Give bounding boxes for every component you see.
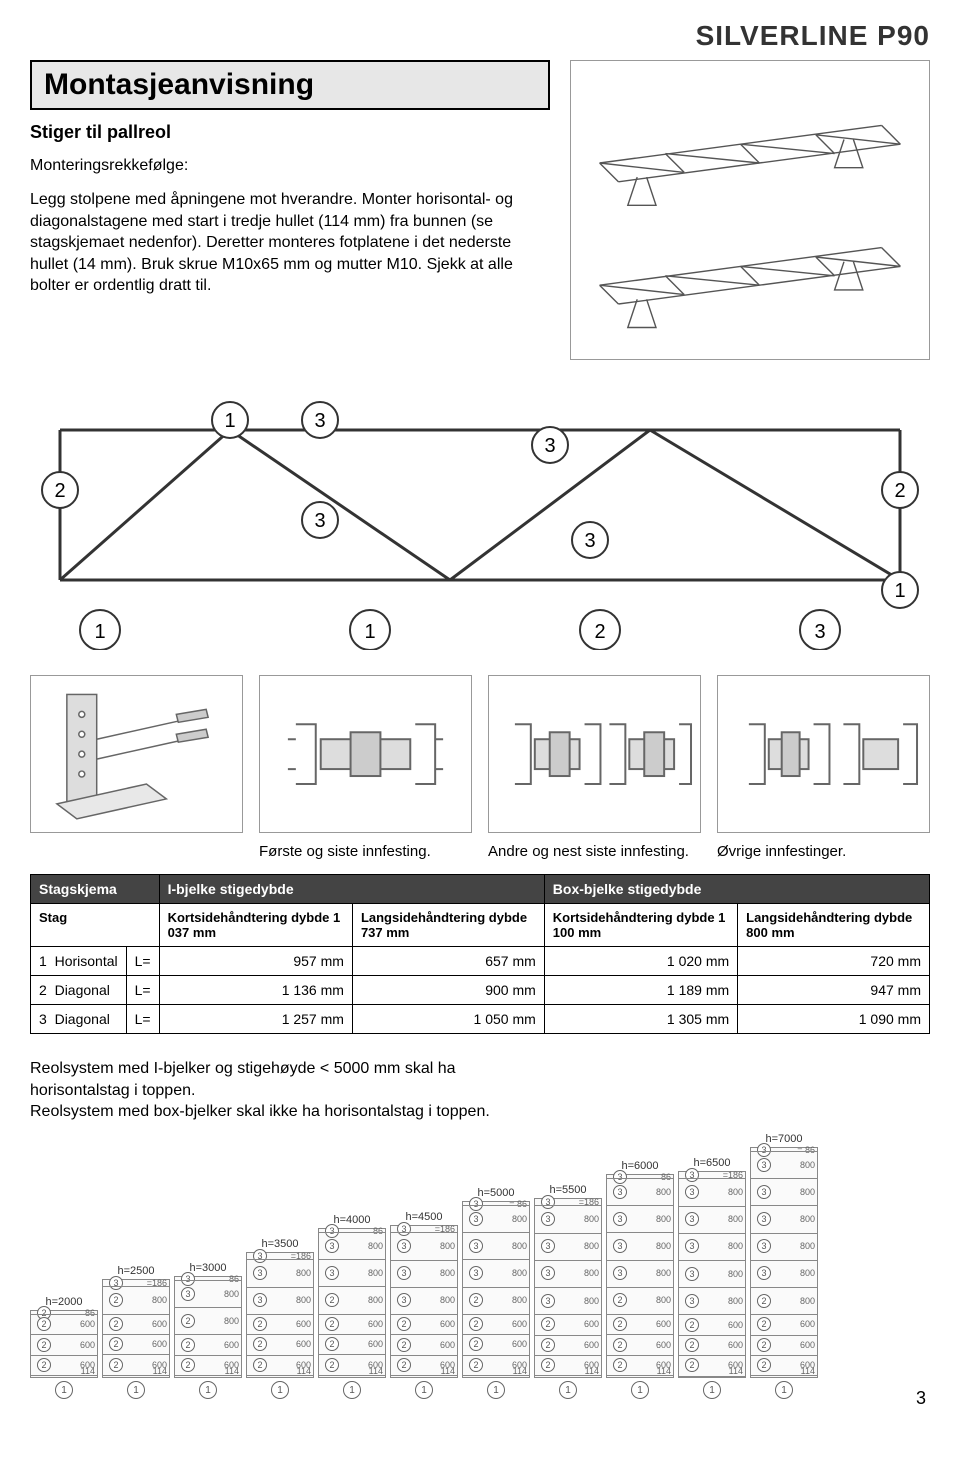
stagskjema-table: Stagskjema I-bjelke stigedybde Box-bjelk… [30,874,930,1034]
caption-2: Andre og nest siste innfesting. [488,843,701,860]
ladder-item: h=65003=18638003800380038003800260026002… [678,1157,746,1399]
table-row: 2 Diagonal L= 1 136 mm 900 mm 1 189 mm 9… [31,976,930,1005]
ladder-item: h=300038638002800260026001141 [174,1262,242,1399]
sub-c3: Kortsidehåndtering dybde 1 100 mm [544,904,737,947]
th-mid: I-bjelke stigedybde [159,875,544,904]
ladder-item: h=20002862600260026001141 [30,1296,98,1399]
panel-3 [488,675,701,833]
svg-text:1: 1 [894,580,905,602]
ladder-item: h=50003= 8638003800380028002600260026001… [462,1187,530,1399]
truss-diagram: 1 3 3 2 3 3 2 1 1 1 2 3 [30,390,930,655]
svg-text:3: 3 [814,621,825,643]
table-row: 3 Diagonal L= 1 257 mm 1 050 mm 1 305 mm… [31,1005,930,1034]
panel-2 [259,675,472,833]
sub-c4: Langsidehåndtering dybde 800 mm [738,904,930,947]
svg-text:1: 1 [94,621,105,643]
footer-note: Reolsystem med I-bjelker og stigehøyde <… [30,1058,550,1123]
iso-illustration [570,60,930,360]
svg-text:3: 3 [584,530,595,552]
svg-text:1: 1 [224,410,235,432]
sub-stag: Stag [31,904,160,947]
caption-1: Første og siste innfesting. [259,843,472,860]
svg-text:2: 2 [594,621,605,643]
brand-title: SILVERLINE P90 [30,20,930,52]
svg-text:2: 2 [54,480,65,502]
th-left: Stagskjema [31,875,160,904]
ladder-strip: h=20002862600260026001141h=25003=1862800… [30,1133,930,1399]
ladder-item: h=70003= 8638003800380038003800280026002… [750,1133,818,1399]
ladder-item: h=25003=18628002600260026001141 [102,1265,170,1399]
ladder-item: h=60003863800380038003800280026002600260… [606,1160,674,1399]
ladder-item: h=55003=18638003800380038002600260026001… [534,1184,602,1399]
svg-text:3: 3 [314,510,325,532]
caption-3: Øvrige innfestinger. [717,843,930,860]
svg-text:3: 3 [314,410,325,432]
subtitle: Stiger til pallreol [30,122,550,143]
sub-c2: Langsidehåndtering dybde 737 mm [352,904,544,947]
sequence-label: Monteringsrekkefølge: [30,157,550,175]
ladder-item: h=45003=1863800380038002600260026001141 [390,1211,458,1399]
ladder-item: h=40003863800380028002600260026001141 [318,1214,386,1399]
page-number: 3 [916,1388,926,1409]
svg-text:3: 3 [544,435,555,457]
table-row: 1 Horisontal L= 957 mm 657 mm 1 020 mm 7… [31,947,930,976]
page-title: Montasjeanvisning [30,60,550,110]
sub-c1: Kortsidehåndtering dybde 1 037 mm [159,904,352,947]
th-right: Box-bjelke stigedybde [544,875,929,904]
ladder-item: h=35003=186380038002600260026001141 [246,1238,314,1399]
panel-1 [30,675,243,833]
panel-4 [717,675,930,833]
body-text: Legg stolpene med åpningene mot hverandr… [30,189,550,297]
svg-text:2: 2 [894,480,905,502]
svg-text:1: 1 [364,621,375,643]
